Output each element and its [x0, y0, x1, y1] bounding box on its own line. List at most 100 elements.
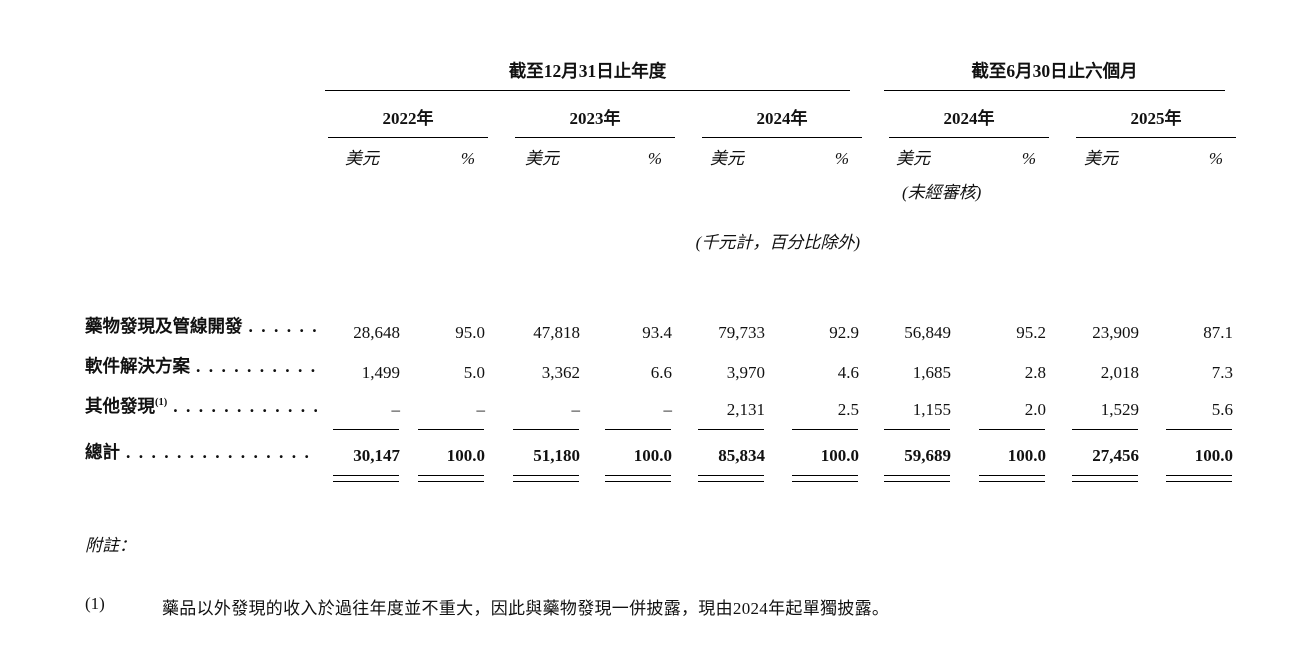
cell-2022-usd: –: [391, 400, 401, 419]
total-double-rule: [323, 473, 403, 487]
footnote-marker: (1): [155, 397, 168, 409]
year-header-2024-interim: 2024年: [862, 83, 1049, 138]
footnotes-heading: 附註：: [85, 536, 136, 555]
cell-2022-usd: 1,499: [361, 363, 400, 382]
cell-2022-pct: 95.0: [455, 323, 485, 342]
total-2025h-usd: 27,456: [1092, 446, 1139, 465]
unit-header-pct: %: [647, 149, 662, 168]
unit-header-usd: 美元: [525, 149, 559, 168]
cell-2024h-usd: 1,155: [912, 400, 951, 419]
cell-2023-usd: 47,818: [533, 323, 580, 342]
cell-2023-pct: 6.6: [650, 363, 672, 382]
dot-leader: [126, 442, 317, 463]
cell-2024h-pct: 2.8: [1024, 363, 1046, 382]
unit-header-usd: 美元: [345, 149, 379, 168]
subtotal-rule: [1049, 427, 1142, 439]
cell-2025h-usd: 2,018: [1100, 363, 1139, 382]
unit-header-pct: %: [460, 149, 475, 168]
revenue-breakdown-table: 截至12月31日止年度 截至6月30日止六個月 2022年 2023年 2024…: [85, 42, 1306, 487]
total-double-rule: [675, 473, 768, 487]
total-double-rule: [768, 473, 862, 487]
scale-note: (千元計，百分比除外): [695, 233, 860, 252]
total-2022-pct: 100.0: [446, 446, 485, 465]
cell-2024-pct: 2.5: [837, 400, 859, 419]
column-group-annual: 截至12月31日止年度: [323, 42, 862, 91]
cell-2023-pct: 93.4: [642, 323, 672, 342]
cell-2025h-pct: 5.6: [1211, 400, 1233, 419]
dot-leader: [249, 316, 318, 337]
cell-2024h-usd: 1,685: [912, 363, 951, 382]
cell-2023-usd: 3,362: [541, 363, 580, 382]
subtotal-rule: [862, 427, 954, 439]
year-header-2023: 2023年: [488, 83, 675, 138]
cell-2024h-pct: 95.2: [1016, 323, 1046, 342]
cell-2024-usd: 79,733: [718, 323, 765, 342]
cell-2022-pct: 5.0: [463, 363, 485, 382]
total-double-rule: [1049, 473, 1142, 487]
dot-leader: [173, 396, 317, 417]
footnote-item: (1) 藥品以外發現的收入於過往年度並不重大，因此與藥物發現一併披露，現由202…: [85, 594, 1306, 619]
total-2024-pct: 100.0: [820, 446, 859, 465]
unit-header-pct: %: [834, 149, 849, 168]
subtotal-rule: [675, 427, 768, 439]
subtotal-rule: [323, 427, 403, 439]
unit-header-usd: 美元: [1084, 149, 1118, 168]
subtotal-rule: [768, 427, 862, 439]
cell-2025h-usd: 23,909: [1092, 323, 1139, 342]
cell-2024h-pct: 2.0: [1024, 400, 1046, 419]
cell-2024-usd: 3,970: [726, 363, 765, 382]
total-2024h-usd: 59,689: [904, 446, 951, 465]
cell-2022-usd: 28,648: [353, 323, 400, 342]
total-2024h-pct: 100.0: [1007, 446, 1046, 465]
subtotal-rule: [403, 427, 488, 439]
row-label-drug-discovery: 藥物發現及管線開發: [85, 313, 323, 353]
total-double-rule: [1142, 473, 1236, 487]
total-2023-usd: 51,180: [533, 446, 580, 465]
total-2023-pct: 100.0: [633, 446, 672, 465]
cell-2025h-pct: 7.3: [1211, 363, 1233, 382]
cell-2025h-pct: 87.1: [1203, 323, 1233, 342]
total-double-rule: [954, 473, 1049, 487]
unaudited-note: (未經審核): [902, 183, 982, 202]
spacer-cell: [85, 427, 323, 439]
footnote-number: (1): [85, 594, 105, 613]
column-group-annual-title: 截至12月31日止年度: [325, 42, 850, 91]
unit-header-pct: %: [1208, 149, 1223, 168]
subtotal-rule: [954, 427, 1049, 439]
cell-2024-pct: 4.6: [837, 363, 859, 382]
total-double-rule: [862, 473, 954, 487]
unit-header-usd: 美元: [710, 149, 744, 168]
cell-2024-usd: 2,131: [726, 400, 765, 419]
total-double-rule: [583, 473, 675, 487]
column-group-interim-title: 截至6月30日止六個月: [884, 42, 1225, 91]
footnote-text: 藥品以外發現的收入於過往年度並不重大，因此與藥物發現一併披露，現由2024年起單…: [162, 599, 890, 618]
spacer-cell: [85, 83, 323, 129]
row-label-total: 總計: [85, 439, 323, 473]
spacer-cell: [85, 42, 323, 83]
subtotal-rule: [583, 427, 675, 439]
row-label-software-solutions: 軟件解決方案: [85, 353, 323, 393]
dot-leader: [196, 356, 317, 377]
cell-2022-pct: –: [476, 400, 486, 419]
cell-2024h-usd: 56,849: [904, 323, 951, 342]
cell-2023-pct: –: [663, 400, 673, 419]
total-2025h-pct: 100.0: [1194, 446, 1233, 465]
total-2022-usd: 30,147: [353, 446, 400, 465]
footnotes-section: 附註： (1) 藥品以外發現的收入於過往年度並不重大，因此與藥物發現一併披露，現…: [85, 531, 1306, 619]
total-2024-usd: 85,834: [718, 446, 765, 465]
year-header-2022: 2022年: [323, 83, 488, 138]
unit-header-usd: 美元: [896, 149, 930, 168]
total-double-rule: [488, 473, 583, 487]
subtotal-rule: [488, 427, 583, 439]
spacer: [85, 263, 1236, 313]
year-header-2024: 2024年: [675, 83, 862, 138]
year-header-2025-interim: 2025年: [1049, 83, 1236, 138]
spacer-cell: [85, 473, 323, 487]
column-group-interim: 截至6月30日止六個月: [862, 42, 1236, 91]
total-double-rule: [403, 473, 488, 487]
subtotal-rule: [1142, 427, 1236, 439]
spacer-cell: [85, 129, 323, 172]
cell-2024-pct: 92.9: [829, 323, 859, 342]
cell-2023-usd: –: [571, 400, 581, 419]
cell-2025h-usd: 1,529: [1100, 400, 1139, 419]
